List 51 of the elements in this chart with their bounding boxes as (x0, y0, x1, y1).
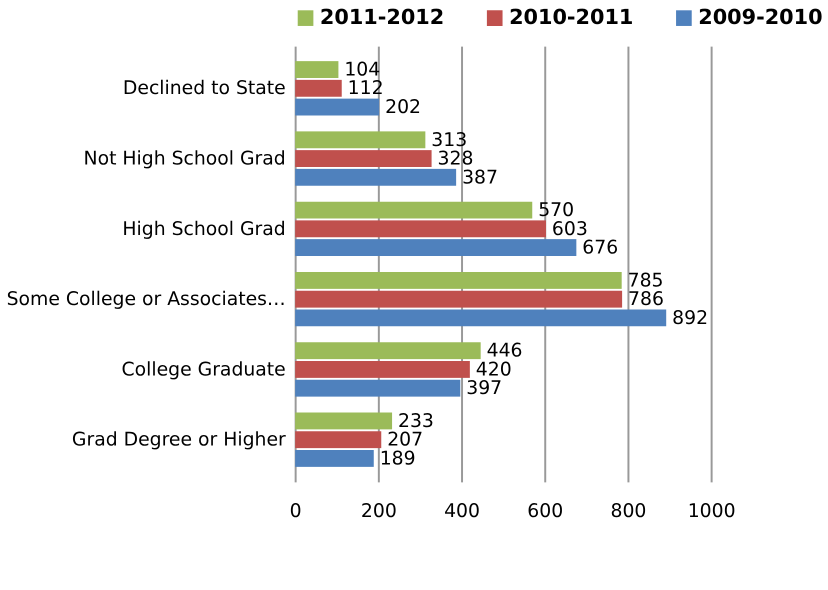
bar (295, 80, 342, 97)
data-label: 786 (628, 289, 664, 310)
data-label: 233 (398, 410, 434, 432)
y-tick-label: Declined to State (122, 78, 286, 100)
data-label: 420 (476, 359, 512, 380)
y-tick-label: Not High School Grad (84, 148, 286, 170)
y-tick-label: High School Grad (122, 218, 286, 240)
data-label: 112 (348, 78, 384, 100)
y-tick-label: College Graduate (122, 359, 286, 380)
data-label: 328 (438, 148, 474, 170)
x-tick-label: 800 (610, 501, 646, 522)
legend-label: 2010-2011 (509, 5, 634, 30)
bar (295, 61, 338, 78)
data-label: 313 (431, 130, 468, 151)
bar (295, 342, 481, 360)
bar (295, 431, 382, 448)
bar (295, 272, 622, 289)
bar (295, 380, 460, 397)
data-label: 104 (344, 59, 380, 80)
bar (295, 131, 426, 148)
bar (295, 220, 546, 238)
data-label: 397 (466, 378, 502, 400)
bar (295, 412, 392, 430)
bar (295, 150, 432, 167)
bar (295, 239, 576, 256)
data-label: 892 (672, 308, 708, 329)
data-label: 387 (462, 167, 498, 188)
legend-label: 2009-2010 (698, 5, 823, 30)
bar (295, 290, 622, 308)
bar (295, 168, 456, 186)
x-tick-label: 600 (527, 501, 564, 522)
y-tick-label: Some College or Associates… (6, 289, 286, 310)
x-tick-label: 1000 (688, 501, 736, 522)
data-label: 785 (628, 270, 664, 292)
data-label: 189 (380, 448, 416, 470)
bar (295, 98, 380, 116)
legend-label: 2011-2012 (320, 5, 444, 30)
x-tick-label: 0 (290, 501, 302, 522)
data-label: 202 (385, 96, 422, 118)
x-tick-label: 200 (360, 501, 397, 522)
bar (295, 361, 470, 378)
y-tick-label: Grad Degree or Higher (72, 430, 286, 451)
data-label: 570 (538, 200, 574, 222)
data-label: 446 (486, 340, 523, 362)
data-label: 603 (552, 218, 588, 240)
data-label: 207 (387, 430, 424, 451)
bar (295, 202, 532, 219)
bar (295, 450, 374, 467)
x-tick-label: 400 (444, 501, 480, 522)
bar (295, 309, 666, 326)
data-label: 676 (582, 238, 618, 259)
